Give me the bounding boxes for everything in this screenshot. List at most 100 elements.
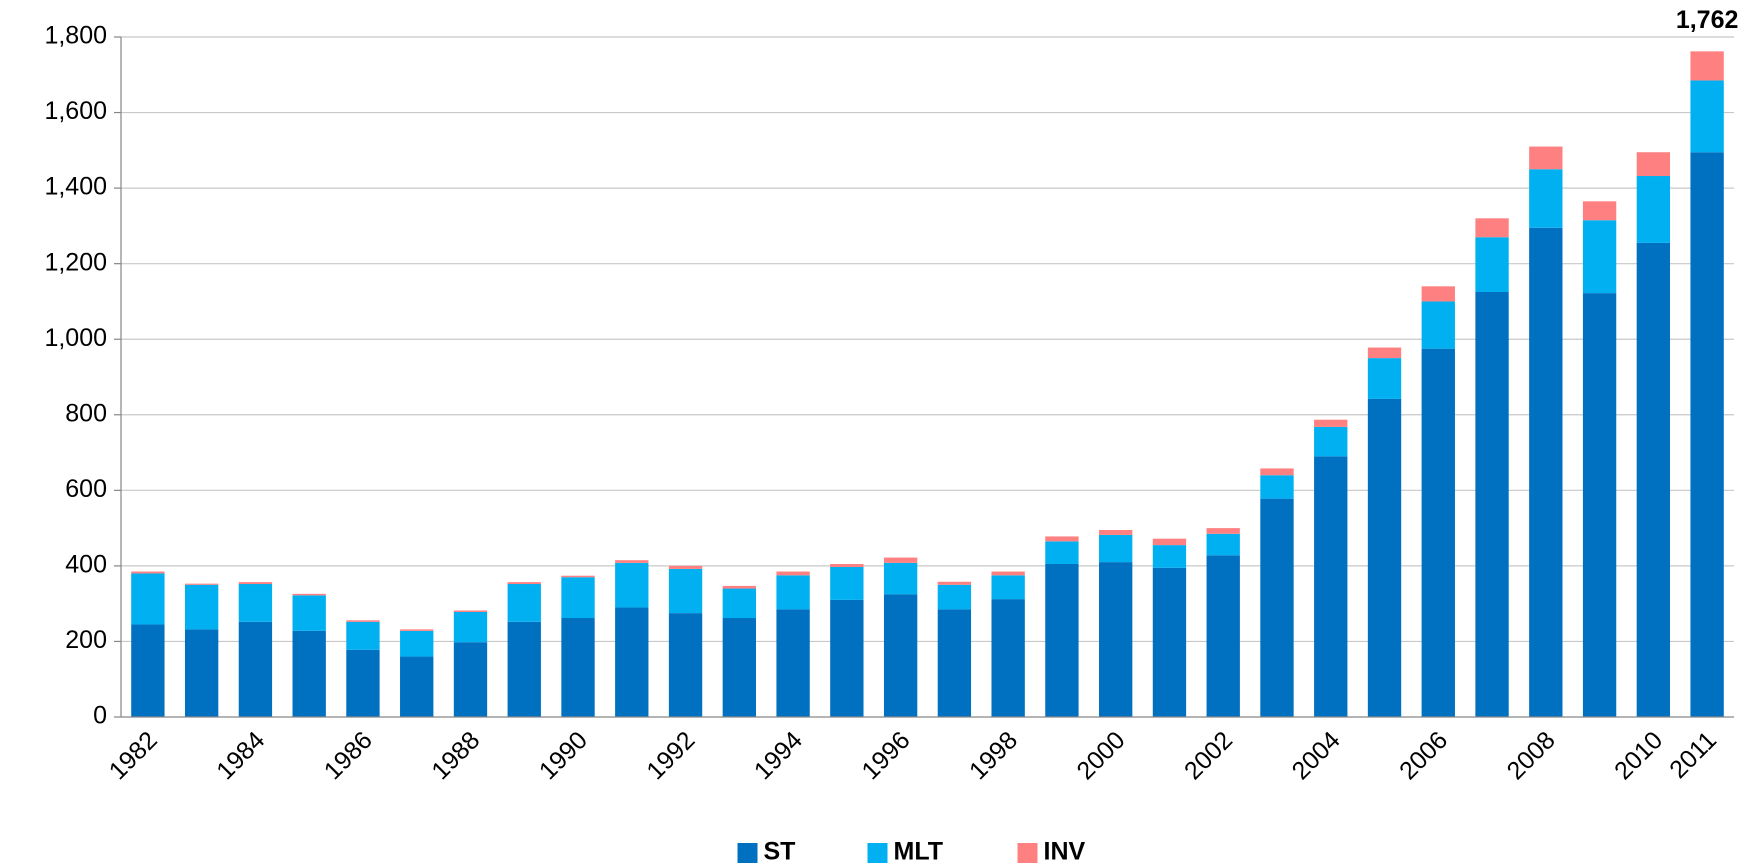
bar-segment [883,562,918,595]
bar-segment [400,630,434,657]
bar-segment [1475,237,1509,292]
bar-segment [937,581,972,585]
bar-segment [400,656,434,717]
bar-segment [1690,51,1724,81]
bar-segment [1529,227,1563,717]
bar-segment [830,567,864,600]
x-tick-label: 2002 [1179,726,1238,785]
bar-segment [1421,301,1455,349]
bar-segment [1582,201,1617,221]
x-tick-label: 1984 [211,726,270,785]
legend-swatch [737,843,758,863]
y-tick-label: 1,000 [44,324,107,352]
bar-segment [184,584,219,630]
y-tick-label: 1,800 [44,22,107,50]
x-tick-label: 2008 [1502,726,1561,785]
bar-segment [346,649,380,717]
x-tick-label: 1992 [641,726,700,785]
bar-segment [1367,347,1402,359]
bar-segment [1099,534,1133,563]
bar-segment [937,609,972,717]
bar-segment [1099,530,1133,535]
y-tick-label: 1,200 [44,248,107,276]
legend-label: MLT [894,838,944,866]
bar-segment [991,599,1025,717]
bar-segment [1260,498,1294,717]
bar-segment [1636,242,1671,717]
bar-segment [1206,528,1240,534]
y-tick-label: 600 [65,475,107,503]
bar-segment [507,621,541,717]
bar-segment [1206,555,1240,717]
bar-segment [1314,456,1348,717]
bar-segment [830,599,864,717]
bar-segment [453,642,488,717]
bar-segment [615,607,649,717]
bar-segment [1045,536,1079,542]
bar-segment [292,595,326,631]
bar-segment [561,575,595,578]
bar-segment [507,582,541,585]
bar-segment [776,575,810,610]
bar-segment [346,621,380,650]
x-tick-label: 2000 [1071,726,1130,785]
bar-segment [1314,426,1348,457]
bar-segment [668,568,703,614]
bar-segment [131,624,165,717]
bar-segment [991,575,1025,600]
bar-segment [1260,468,1294,476]
legend-label: ST [764,838,796,866]
x-tick-label: 2004 [1287,726,1346,785]
bar-segment [1636,176,1671,243]
bar-segment [1152,538,1187,546]
bar-segment [722,618,756,717]
bar-segment [238,582,273,585]
bar-segment [1475,218,1509,238]
bar-segment [1636,152,1671,177]
bar-segment [1367,358,1402,399]
x-tick-label: 2006 [1394,726,1453,785]
bar-segment [1529,169,1563,228]
bar-segment [1582,293,1617,717]
legend-swatch [1017,843,1038,863]
x-tick-label: 1986 [319,726,378,785]
bar-segment [1206,533,1240,556]
bar-segment [668,565,703,569]
bar-segment [400,629,434,631]
bar-segment [1475,292,1509,717]
y-tick-label: 400 [65,550,107,578]
bar-segment [1529,146,1563,170]
bar-segment [1045,564,1079,717]
bar-segment [776,571,810,576]
bar-segment [991,571,1025,576]
bar-segment [184,583,219,585]
y-tick-label: 1,600 [44,97,107,125]
bar-segment [1367,398,1402,717]
bar-segment [668,613,703,717]
bar-segment [1690,80,1724,153]
legend-swatch [867,843,888,863]
bar-segment [722,588,756,619]
y-tick-label: 200 [65,626,107,654]
bar-segment [883,557,918,563]
x-tick-label: 1988 [426,726,485,785]
y-tick-label: 0 [93,702,107,730]
bar-segment [830,564,864,568]
bar-segment [937,584,972,610]
x-tick-label: 1994 [749,726,808,785]
bar-segment [1314,419,1348,427]
bar-segment [346,620,380,622]
bar-segment [615,560,649,563]
bar-segment [1421,348,1455,717]
bar-segment [292,630,326,717]
bar-segment [1690,152,1724,717]
bar-segment [1045,541,1079,564]
bar-segment [131,573,165,625]
bar-segment [184,629,219,717]
legend-label: INV [1044,838,1086,866]
bar-segment [615,562,649,608]
x-tick-label: 2011 [1664,726,1722,784]
bar-segment [507,584,541,622]
x-tick-label: 1982 [104,726,163,785]
